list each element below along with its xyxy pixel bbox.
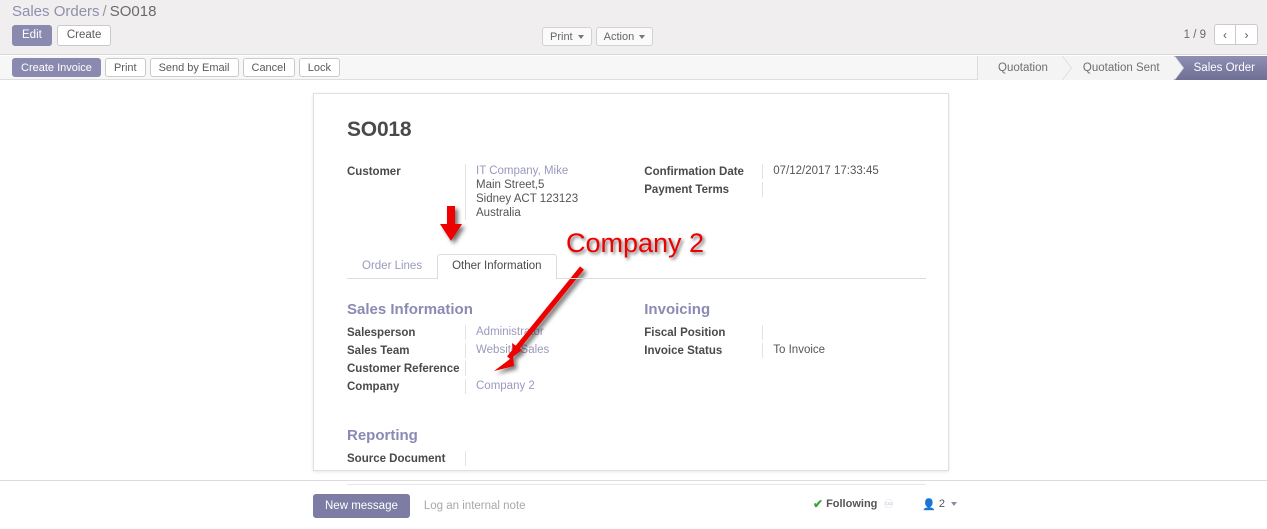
breadcrumb: Sales Orders / SO018 — [12, 2, 156, 22]
control-panel: Sales Orders / SO018 Edit Create Print Act… — [0, 0, 1267, 55]
follower-count-value: 2 — [938, 498, 945, 510]
breadcrumb-current: SO018 — [109, 3, 157, 20]
fiscal-position-label: Fiscal Position — [644, 327, 726, 339]
action-button-row: Create Invoice Print Send by Email Cance… — [12, 58, 340, 77]
print-dropdown-label: Print — [550, 30, 573, 43]
log-internal-note-button[interactable]: Log an internal note — [423, 500, 526, 512]
notebook-tabs: Order Lines Other Information — [347, 253, 926, 279]
salesperson-value: Administrator — [465, 325, 644, 340]
customer-reference-value[interactable] — [465, 361, 644, 376]
tab-order-lines[interactable]: Order Lines — [362, 260, 423, 272]
pager-count: 1 / 9 — [1183, 28, 1206, 41]
confirmation-date-label: Confirmation Date — [644, 166, 744, 178]
chevron-down-icon — [577, 34, 584, 39]
field-sales-team: Sales Team Website Sales — [347, 343, 644, 358]
chatter: New message Log an internal note ✔ Follo… — [313, 494, 957, 518]
field-payment-terms: Payment Terms — [644, 182, 926, 197]
customer-label: Customer — [347, 166, 401, 178]
following-toggle[interactable]: ✔ Following — [813, 497, 877, 511]
lock-button[interactable]: Lock — [298, 58, 340, 77]
payment-terms-label: Payment Terms — [644, 184, 730, 196]
other-info-columns: Sales Information Salesperson Administra… — [347, 301, 926, 397]
sales-team-label: Sales Team — [347, 345, 410, 357]
chevron-down-icon — [639, 34, 646, 39]
create-invoice-button[interactable]: Create Invoice — [12, 58, 101, 77]
primary-button-row: Edit Create — [12, 25, 112, 46]
field-invoice-status: Invoice Status To Invoice — [644, 343, 926, 358]
customer-reference-label: Customer Reference — [347, 363, 460, 375]
follower-count-button[interactable]: 👤 2 — [922, 498, 957, 511]
customer-name[interactable]: IT Company, Mike — [476, 165, 569, 177]
action-dropdown-label: Action — [603, 30, 635, 43]
sales-team-link[interactable]: Website Sales — [476, 344, 550, 356]
form-header-right-column: Confirmation Date 07/12/2017 17:33:45 Pa… — [644, 164, 926, 223]
form-sheet: SO018 Customer IT Company, Mike Main Str… — [313, 93, 949, 485]
field-salesperson: Salesperson Administrator — [347, 325, 644, 340]
check-icon: ✔ — [813, 497, 824, 511]
stage-quotation[interactable]: Quotation — [977, 56, 1072, 80]
field-customer: Customer IT Company, Mike Main Street,5 … — [347, 164, 644, 220]
print-dropdown-button[interactable]: Print — [542, 27, 592, 46]
send-by-email-button[interactable]: Send by Email — [149, 58, 239, 77]
invoicing-title: Invoicing — [644, 301, 711, 318]
salesperson-link[interactable]: Administrator — [476, 326, 544, 338]
form-header-grid: Customer IT Company, Mike Main Street,5 … — [347, 164, 926, 223]
payment-terms-value[interactable] — [762, 182, 926, 197]
tab-other-information[interactable]: Other Information — [437, 254, 557, 279]
dropdown-button-row: Print Action — [542, 27, 654, 46]
status-stages: Quotation Quotation Sent Sales Order — [977, 56, 1267, 80]
pager-previous-icon[interactable]: ‹ — [1214, 24, 1236, 45]
edit-button[interactable]: Edit — [12, 25, 52, 46]
invoicing-group: Invoicing Fiscal Position Invoice Status… — [644, 301, 926, 397]
tab-page-other-information: Sales Information Salesperson Administra… — [347, 279, 926, 485]
customer-value: IT Company, Mike Main Street,5 Sidney AC… — [465, 164, 644, 220]
customer-street: Main Street,5 — [476, 179, 545, 191]
invoice-status-value: To Invoice — [762, 343, 926, 358]
breadcrumb-separator: / — [102, 3, 107, 20]
person-icon: 👤 — [922, 498, 936, 511]
following-label: Following — [826, 498, 878, 510]
invoice-status-label: Invoice Status — [644, 345, 723, 357]
company-value: Company 2 — [465, 379, 644, 394]
stage-quotation-sent[interactable]: Quotation Sent — [1061, 56, 1184, 80]
customer-country: Australia — [476, 207, 521, 219]
action-dropdown-button[interactable]: Action — [595, 27, 654, 46]
print-button[interactable]: Print — [104, 58, 146, 77]
notebook: Order Lines Other Information Sales Info… — [347, 253, 926, 485]
create-button[interactable]: Create — [56, 25, 112, 46]
form-header-left-column: Customer IT Company, Mike Main Street,5 … — [347, 164, 644, 223]
breadcrumb-parent[interactable]: Sales Orders — [12, 3, 100, 20]
company-link[interactable]: Company 2 — [476, 380, 535, 392]
chatter-divider — [0, 480, 1267, 481]
action-status-bar: Create Invoice Print Send by Email Cance… — [0, 56, 1267, 80]
sheet-divider — [347, 484, 926, 485]
new-message-button[interactable]: New message — [313, 494, 410, 518]
source-document-value[interactable] — [465, 451, 926, 466]
reporting-group: Reporting Source Document — [347, 427, 926, 466]
customer-city: Sidney ACT 123123 — [476, 193, 579, 205]
record-title: SO018 — [347, 118, 412, 141]
pager-next-icon[interactable]: › — [1236, 24, 1258, 45]
field-source-document: Source Document — [347, 451, 926, 466]
cancel-button[interactable]: Cancel — [242, 58, 295, 77]
sales-information-title: Sales Information — [347, 301, 473, 318]
source-document-label: Source Document — [347, 453, 446, 465]
reporting-title: Reporting — [347, 427, 418, 444]
company-label: Company — [347, 381, 400, 393]
stage-sales-order[interactable]: Sales Order — [1173, 56, 1267, 80]
field-company: Company Company 2 — [347, 379, 644, 394]
chevron-down-icon — [950, 502, 957, 506]
salesperson-label: Salesperson — [347, 327, 416, 339]
followers-widget: ✔ Following ♾ 👤 2 — [813, 497, 957, 511]
confirmation-date-value: 07/12/2017 17:33:45 — [762, 164, 926, 179]
bell-icon[interactable]: ♾ — [883, 497, 895, 511]
sales-information-group: Sales Information Salesperson Administra… — [347, 301, 644, 397]
field-fiscal-position: Fiscal Position — [644, 325, 926, 340]
fiscal-position-value[interactable] — [762, 325, 926, 340]
sales-team-value: Website Sales — [465, 343, 644, 358]
field-confirmation-date: Confirmation Date 07/12/2017 17:33:45 — [644, 164, 926, 179]
pager: 1 / 9 ‹ › — [1184, 24, 1258, 45]
field-customer-reference: Customer Reference — [347, 361, 644, 376]
